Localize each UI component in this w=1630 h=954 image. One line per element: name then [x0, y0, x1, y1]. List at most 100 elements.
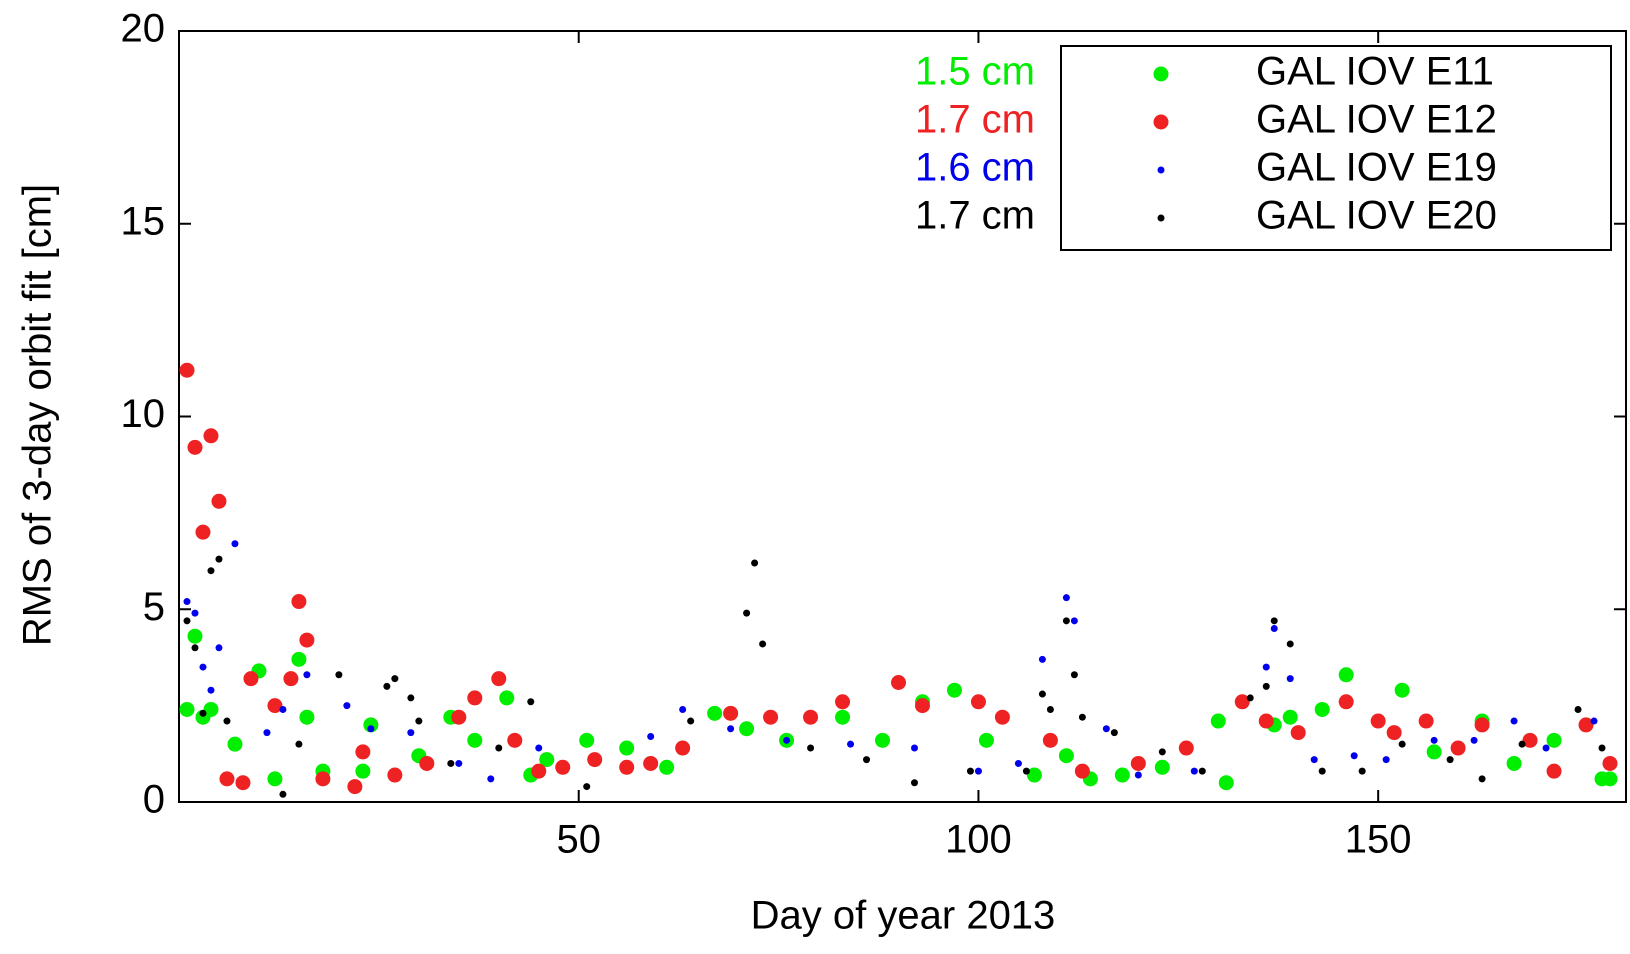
data-point — [291, 594, 307, 610]
data-point — [451, 709, 467, 725]
data-point — [1446, 756, 1454, 764]
data-point — [1430, 736, 1438, 744]
data-point — [835, 709, 851, 725]
data-point — [207, 686, 215, 694]
legend-label: GAL IOV E12 — [1256, 98, 1497, 142]
data-point — [1598, 744, 1606, 752]
data-point — [1478, 775, 1486, 783]
y-tick-label: 15 — [121, 199, 166, 243]
annotation: 1.7 cm — [915, 98, 1035, 142]
data-point — [279, 705, 287, 713]
data-point — [1070, 671, 1078, 679]
data-point — [1210, 713, 1226, 729]
data-point — [1370, 713, 1386, 729]
data-point — [1038, 655, 1046, 663]
data-point — [847, 740, 855, 748]
data-point — [183, 598, 191, 606]
data-point — [1314, 701, 1330, 717]
y-tick-label: 0 — [143, 778, 165, 822]
data-point — [387, 767, 403, 783]
data-point — [1418, 713, 1434, 729]
data-point — [1070, 617, 1078, 625]
data-point — [1218, 775, 1234, 791]
data-point — [527, 698, 535, 706]
data-point — [1270, 617, 1278, 625]
data-point — [191, 644, 199, 652]
data-point — [743, 609, 751, 617]
legend-label: GAL IOV E11 — [1256, 50, 1494, 94]
data-point — [751, 559, 759, 567]
data-point — [1382, 756, 1390, 764]
data-point — [335, 671, 343, 679]
data-point — [191, 609, 199, 617]
data-point — [1522, 732, 1538, 748]
data-point — [415, 717, 423, 725]
data-point — [1394, 682, 1410, 698]
data-point — [467, 690, 483, 706]
data-point — [1198, 767, 1206, 775]
data-point — [1022, 767, 1030, 775]
annotation: 1.7 cm — [915, 194, 1035, 238]
data-point — [491, 671, 507, 687]
data-point — [215, 644, 223, 652]
data-point — [1426, 744, 1442, 760]
legend-box — [1060, 45, 1612, 251]
x-tick-label: 100 — [945, 818, 1012, 862]
data-point — [1474, 717, 1490, 733]
data-point — [1290, 725, 1306, 741]
data-point — [295, 740, 303, 748]
data-point — [1578, 717, 1594, 733]
data-point — [487, 775, 495, 783]
data-point — [187, 439, 203, 455]
data-point — [946, 682, 962, 698]
data-point — [1190, 767, 1198, 775]
annotation: 1.6 cm — [915, 146, 1035, 190]
data-point — [1338, 667, 1354, 683]
data-point — [914, 698, 930, 714]
legend-marker — [1153, 66, 1169, 82]
data-point — [1062, 617, 1070, 625]
data-point — [1574, 705, 1582, 713]
data-point — [1286, 640, 1294, 648]
data-point — [1470, 736, 1478, 744]
data-point — [187, 628, 203, 644]
data-point — [227, 736, 243, 752]
data-point — [499, 690, 515, 706]
data-point — [363, 717, 379, 733]
data-point — [1546, 732, 1562, 748]
data-point — [315, 771, 331, 787]
data-point — [1074, 763, 1090, 779]
data-point — [891, 674, 907, 690]
data-point — [863, 756, 871, 764]
data-point — [215, 555, 223, 563]
data-point — [643, 755, 659, 771]
data-point — [1542, 744, 1550, 752]
y-axis-label: RMS of 3-day orbit fit [cm] — [16, 184, 60, 646]
data-point — [1506, 755, 1522, 771]
data-point — [231, 540, 239, 548]
data-point — [1158, 748, 1166, 756]
data-point — [1450, 740, 1466, 756]
data-point — [619, 740, 635, 756]
data-point — [539, 752, 555, 768]
data-point — [910, 744, 918, 752]
data-point — [195, 524, 211, 540]
data-point — [1110, 729, 1118, 737]
data-point — [1590, 717, 1598, 725]
data-point — [199, 709, 207, 717]
data-point — [199, 663, 207, 671]
data-point — [219, 771, 235, 787]
data-point — [1042, 732, 1058, 748]
data-point — [1386, 725, 1402, 741]
data-point — [966, 767, 974, 775]
data-point — [291, 651, 307, 667]
data-point — [183, 617, 191, 625]
data-point — [835, 694, 851, 710]
data-point — [579, 732, 595, 748]
data-point — [759, 640, 767, 648]
data-point — [1026, 767, 1042, 783]
data-point — [739, 721, 755, 737]
data-point — [1046, 705, 1054, 713]
data-point — [1262, 663, 1270, 671]
